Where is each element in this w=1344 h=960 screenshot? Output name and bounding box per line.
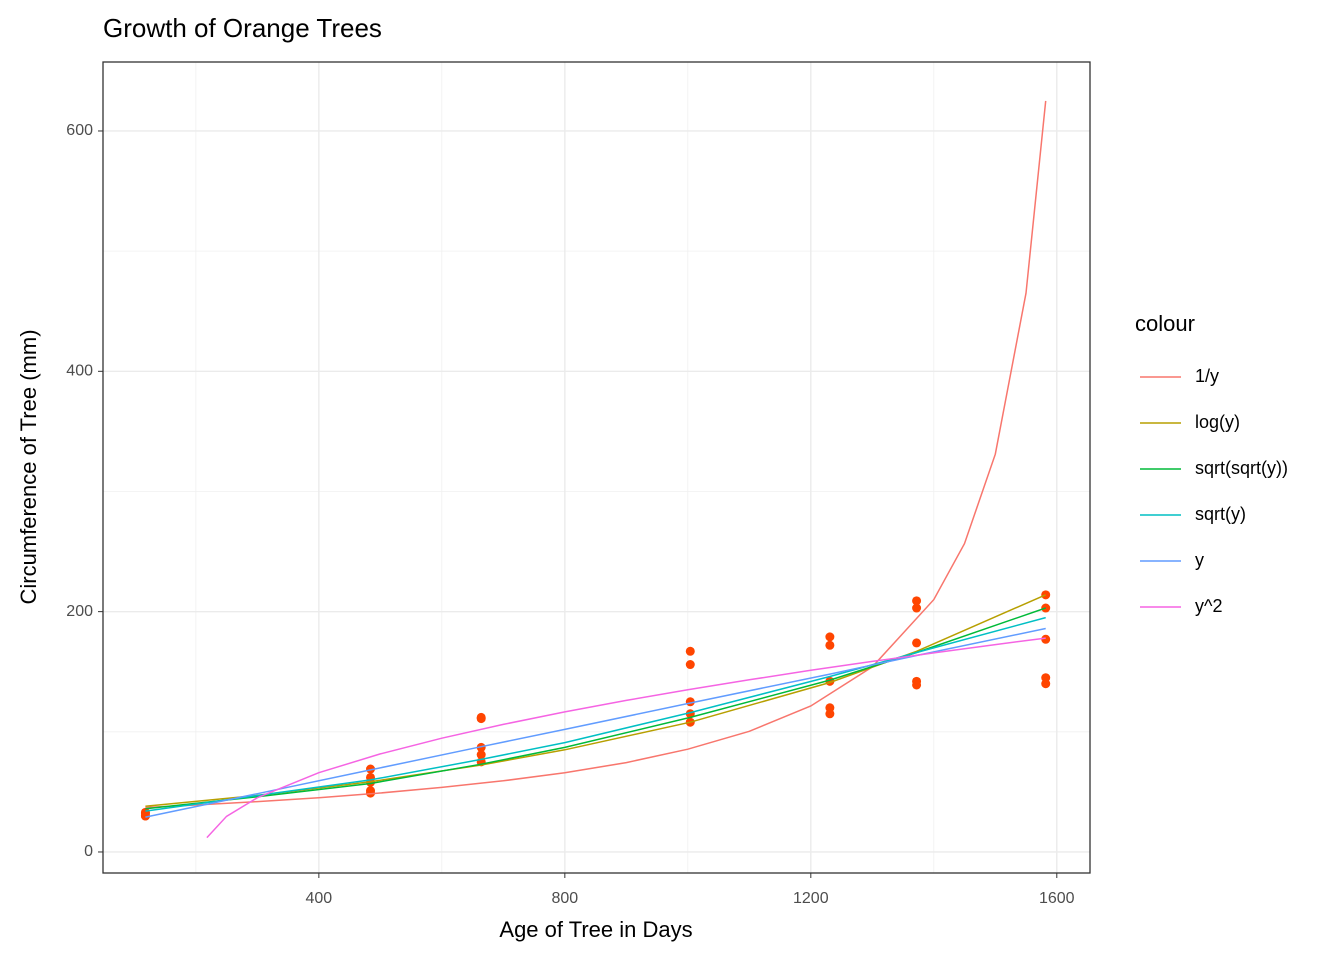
data-point [1041, 603, 1051, 613]
data-point [825, 632, 835, 642]
fit-line [145, 616, 1046, 812]
fit-line [145, 594, 1047, 808]
data-point [912, 596, 922, 606]
data-point [685, 646, 695, 656]
fit-line [145, 100, 1047, 809]
fit-line [145, 627, 1046, 818]
x-tick-label: 1600 [1039, 890, 1075, 907]
chart-title: Growth of Orange Trees [103, 13, 382, 43]
legend-label: y [1195, 550, 1204, 570]
data-point [1041, 590, 1051, 600]
data-point [140, 811, 150, 821]
legend-label: 1/y [1195, 366, 1219, 386]
y-tick-label: 200 [66, 603, 93, 620]
x-axis-label: Age of Tree in Days [499, 917, 692, 942]
y-tick-label: 400 [66, 363, 93, 380]
data-point [1041, 634, 1051, 644]
x-tick-label: 800 [551, 890, 578, 907]
data-point [366, 764, 376, 774]
legend-label: sqrt(sqrt(y)) [1195, 458, 1288, 478]
x-tick-label: 1200 [793, 890, 829, 907]
data-point [912, 638, 922, 648]
data-point [912, 680, 922, 690]
fit-line [145, 607, 1046, 810]
legend-label: sqrt(y) [1195, 504, 1246, 524]
data-point [825, 640, 835, 650]
data-point [912, 603, 922, 613]
panel-border [102, 61, 1091, 874]
y-tick-label: 600 [66, 122, 93, 139]
y-axis-label: Circumference of Tree (mm) [16, 329, 41, 604]
x-tick-label: 400 [305, 890, 332, 907]
legend-label: y^2 [1195, 596, 1222, 616]
legend-title: colour [1135, 311, 1195, 336]
data-point [825, 709, 835, 719]
y-tick-label: 0 [84, 843, 93, 860]
data-point [685, 660, 695, 670]
legend-label: log(y) [1195, 412, 1240, 432]
fit-line [206, 637, 1046, 839]
data-point [1041, 679, 1051, 689]
data-point [476, 750, 486, 760]
data-point [476, 712, 486, 722]
